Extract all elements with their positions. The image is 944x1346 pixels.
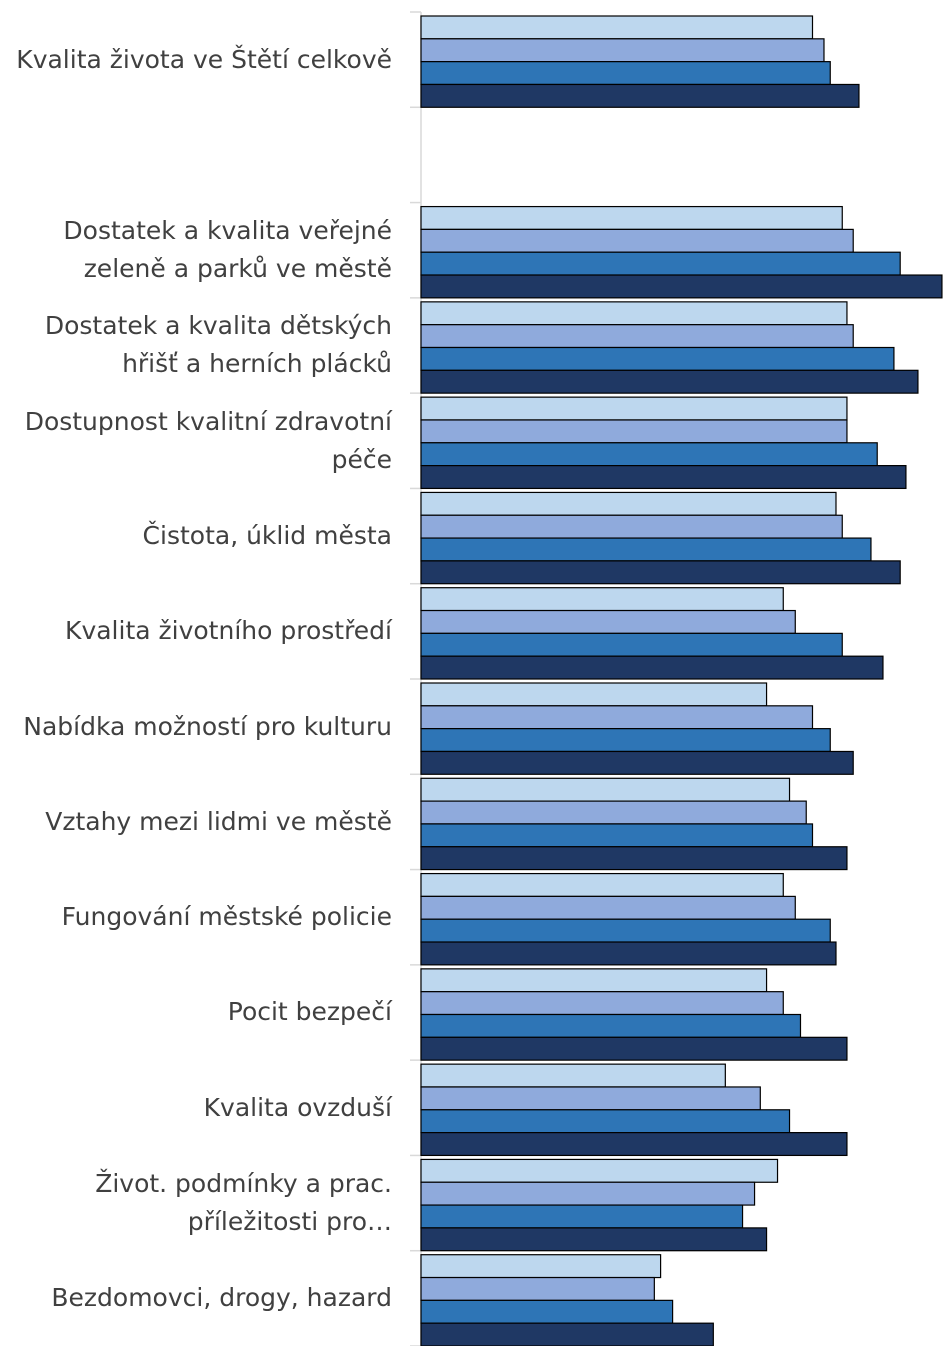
bar — [420, 846, 848, 871]
bar — [420, 465, 907, 490]
category-text: Dostatek a kvalita veřejné zeleně a park… — [63, 216, 392, 284]
category-text: Život. podmínky a prac. příležitosti pro… — [95, 1169, 392, 1237]
bar — [420, 1254, 662, 1279]
category-label: Vztahy mezi lidmi ve městě — [0, 774, 392, 869]
category-label: Dostatek a kvalita dětských hřišť a hern… — [0, 298, 392, 393]
bar — [420, 968, 768, 993]
bar — [420, 1181, 756, 1206]
category-label: Nabídka možností pro kulturu — [0, 679, 392, 774]
bar — [420, 609, 796, 634]
bar — [420, 369, 919, 394]
bar — [420, 251, 901, 276]
bar — [420, 419, 848, 444]
category-text: Nabídka možností pro kulturu — [23, 711, 392, 741]
category-text: Pocit bezpečí — [227, 997, 392, 1027]
category-text: Kvalita životního prostředí — [65, 616, 392, 646]
category-text: Dostupnost kvalitní zdravotní péče — [24, 406, 392, 474]
category-label: Fungování městské policie — [0, 870, 392, 965]
bar — [420, 1322, 714, 1346]
bar — [420, 491, 837, 516]
bar — [420, 274, 943, 299]
bar — [420, 1109, 791, 1134]
category-text: Dostatek a kvalita dětských hřišť a hern… — [44, 311, 392, 379]
bar — [420, 38, 825, 63]
bar — [420, 800, 807, 825]
bar — [420, 1299, 674, 1324]
bar — [420, 514, 843, 539]
bar — [420, 1158, 779, 1183]
bar — [420, 682, 768, 707]
bar — [420, 1036, 848, 1061]
category-label: Život. podmínky a prac. příležitosti pro… — [0, 1155, 392, 1250]
category-label: Dostatek a kvalita veřejné zeleně a park… — [0, 203, 392, 298]
category-label: Kvalita ovzduší — [0, 1060, 392, 1155]
category-text: Vztahy mezi lidmi ve městě — [45, 806, 392, 836]
bar — [420, 823, 814, 848]
bar — [420, 728, 831, 753]
bar — [420, 442, 878, 467]
bar — [420, 1227, 768, 1252]
bar — [420, 1063, 726, 1088]
bar — [420, 918, 831, 943]
bar — [420, 750, 854, 775]
category-label: Kvalita života ve Štětí celkově — [0, 12, 392, 107]
bar — [420, 587, 784, 612]
bar — [420, 895, 796, 920]
bar — [420, 1276, 655, 1301]
bar — [420, 1013, 802, 1038]
bar — [420, 1204, 744, 1229]
bar — [420, 324, 854, 349]
bar — [420, 560, 901, 585]
bar — [420, 61, 831, 86]
bar — [420, 991, 784, 1016]
bar — [420, 83, 860, 108]
bar — [420, 632, 843, 657]
category-text: Čistota, úklid města — [142, 521, 392, 551]
bar — [420, 346, 895, 371]
category-label: Dostupnost kvalitní zdravotní péče — [0, 393, 392, 488]
category-text: Kvalita ovzduší — [203, 1092, 392, 1122]
category-text: Fungování městské policie — [61, 902, 392, 932]
category-label: Bezdomovci, drogy, hazard — [0, 1251, 392, 1346]
bar — [420, 301, 848, 326]
bar — [420, 705, 814, 730]
bar — [420, 228, 854, 253]
category-label: Kvalita životního prostředí — [0, 584, 392, 679]
category-label: Čistota, úklid města — [0, 488, 392, 583]
bar — [420, 396, 848, 421]
bar — [420, 941, 837, 966]
bar — [420, 15, 814, 40]
bar — [420, 1086, 761, 1111]
bar — [420, 1132, 848, 1157]
bar — [420, 872, 784, 897]
bar — [420, 655, 884, 680]
bar — [420, 537, 872, 562]
category-text: Kvalita života ve Štětí celkově — [16, 44, 392, 74]
bar — [420, 205, 843, 230]
category-label: Pocit bezpečí — [0, 965, 392, 1060]
bar — [420, 777, 791, 802]
category-text: Bezdomovci, drogy, hazard — [51, 1283, 392, 1313]
